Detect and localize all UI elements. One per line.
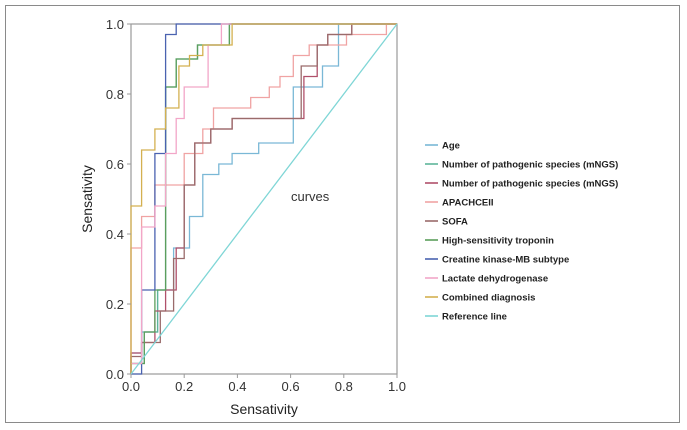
legend-label: Lactate dehydrogenase (442, 274, 548, 285)
y-tick-label: 0.0 (106, 367, 124, 382)
curves-annotation: curves (291, 189, 330, 204)
legend-label: APACHCEII (442, 198, 494, 209)
series-line-10 (130, 23, 398, 375)
x-tick-label: 1.0 (388, 379, 406, 394)
series-line-5 (130, 23, 397, 374)
x-tick-label: 0.4 (228, 379, 246, 394)
y-axis-title: Sensativity (79, 165, 95, 233)
legend-label: Number of pathogenic species (mNGS) (442, 160, 618, 171)
y-tick-label: 0.8 (106, 87, 124, 102)
y-tick-label: 0.4 (106, 227, 124, 242)
x-tick-label: 0.8 (335, 379, 353, 394)
legend-label: Age (442, 141, 460, 152)
x-tick-label: 0.0 (122, 379, 140, 394)
legend-label: High-sensitivity troponin (442, 236, 554, 247)
plot-area (130, 23, 398, 375)
x-axis-title: Sensativity (230, 401, 298, 417)
legend-label: Number of pathogenic species (mNGS) (442, 179, 618, 190)
y-tick-label: 1.0 (106, 17, 124, 32)
y-tick-label: 0.2 (106, 297, 124, 312)
legend-label: Creatine kinase-MB subtype (442, 255, 569, 266)
x-tick-label: 0.2 (175, 379, 193, 394)
axes: 0.0 0.2 0.4 0.6 0.8 1.0 0.0 0.2 0.4 0.6 0.8 1.0 (106, 17, 406, 394)
chart-frame (5, 5, 680, 423)
legend-label: SOFA (442, 217, 468, 228)
y-tick-label: 0.6 (106, 157, 124, 172)
series-line-9 (130, 23, 397, 374)
legend-label: Reference line (442, 312, 507, 323)
x-tick-label: 0.6 (282, 379, 300, 394)
legend-label: Combined diagnosis (442, 293, 535, 304)
legend: Age Number of pathogenic species (mNGS) Nu… (425, 141, 618, 323)
